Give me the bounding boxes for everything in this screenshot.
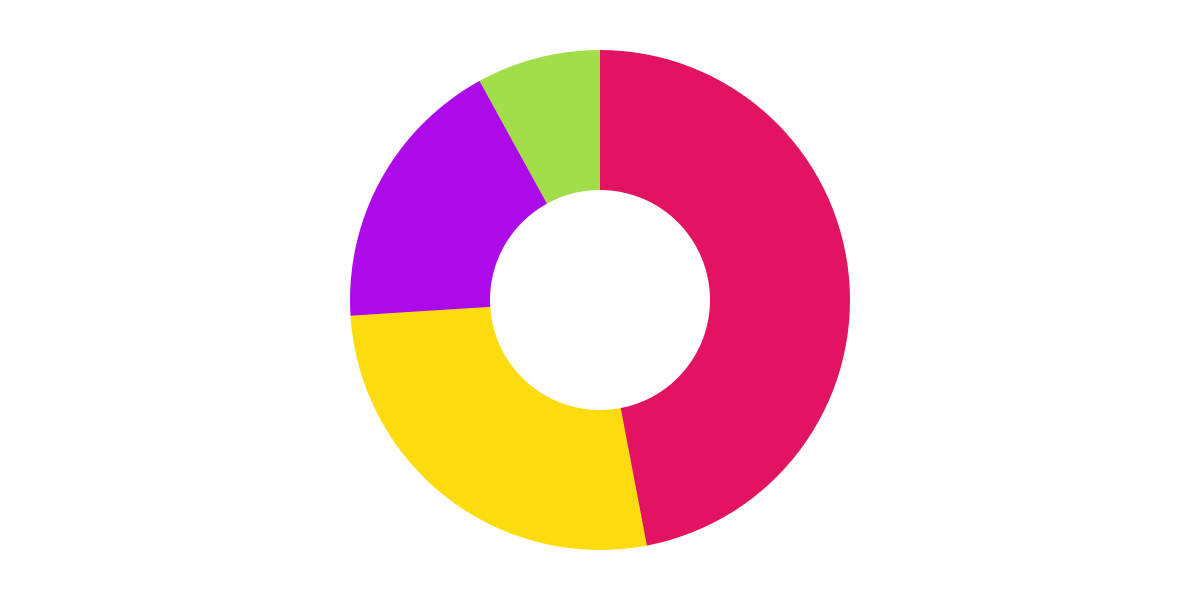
donut-chart-svg bbox=[0, 0, 1200, 600]
donut-chart bbox=[0, 0, 1200, 600]
